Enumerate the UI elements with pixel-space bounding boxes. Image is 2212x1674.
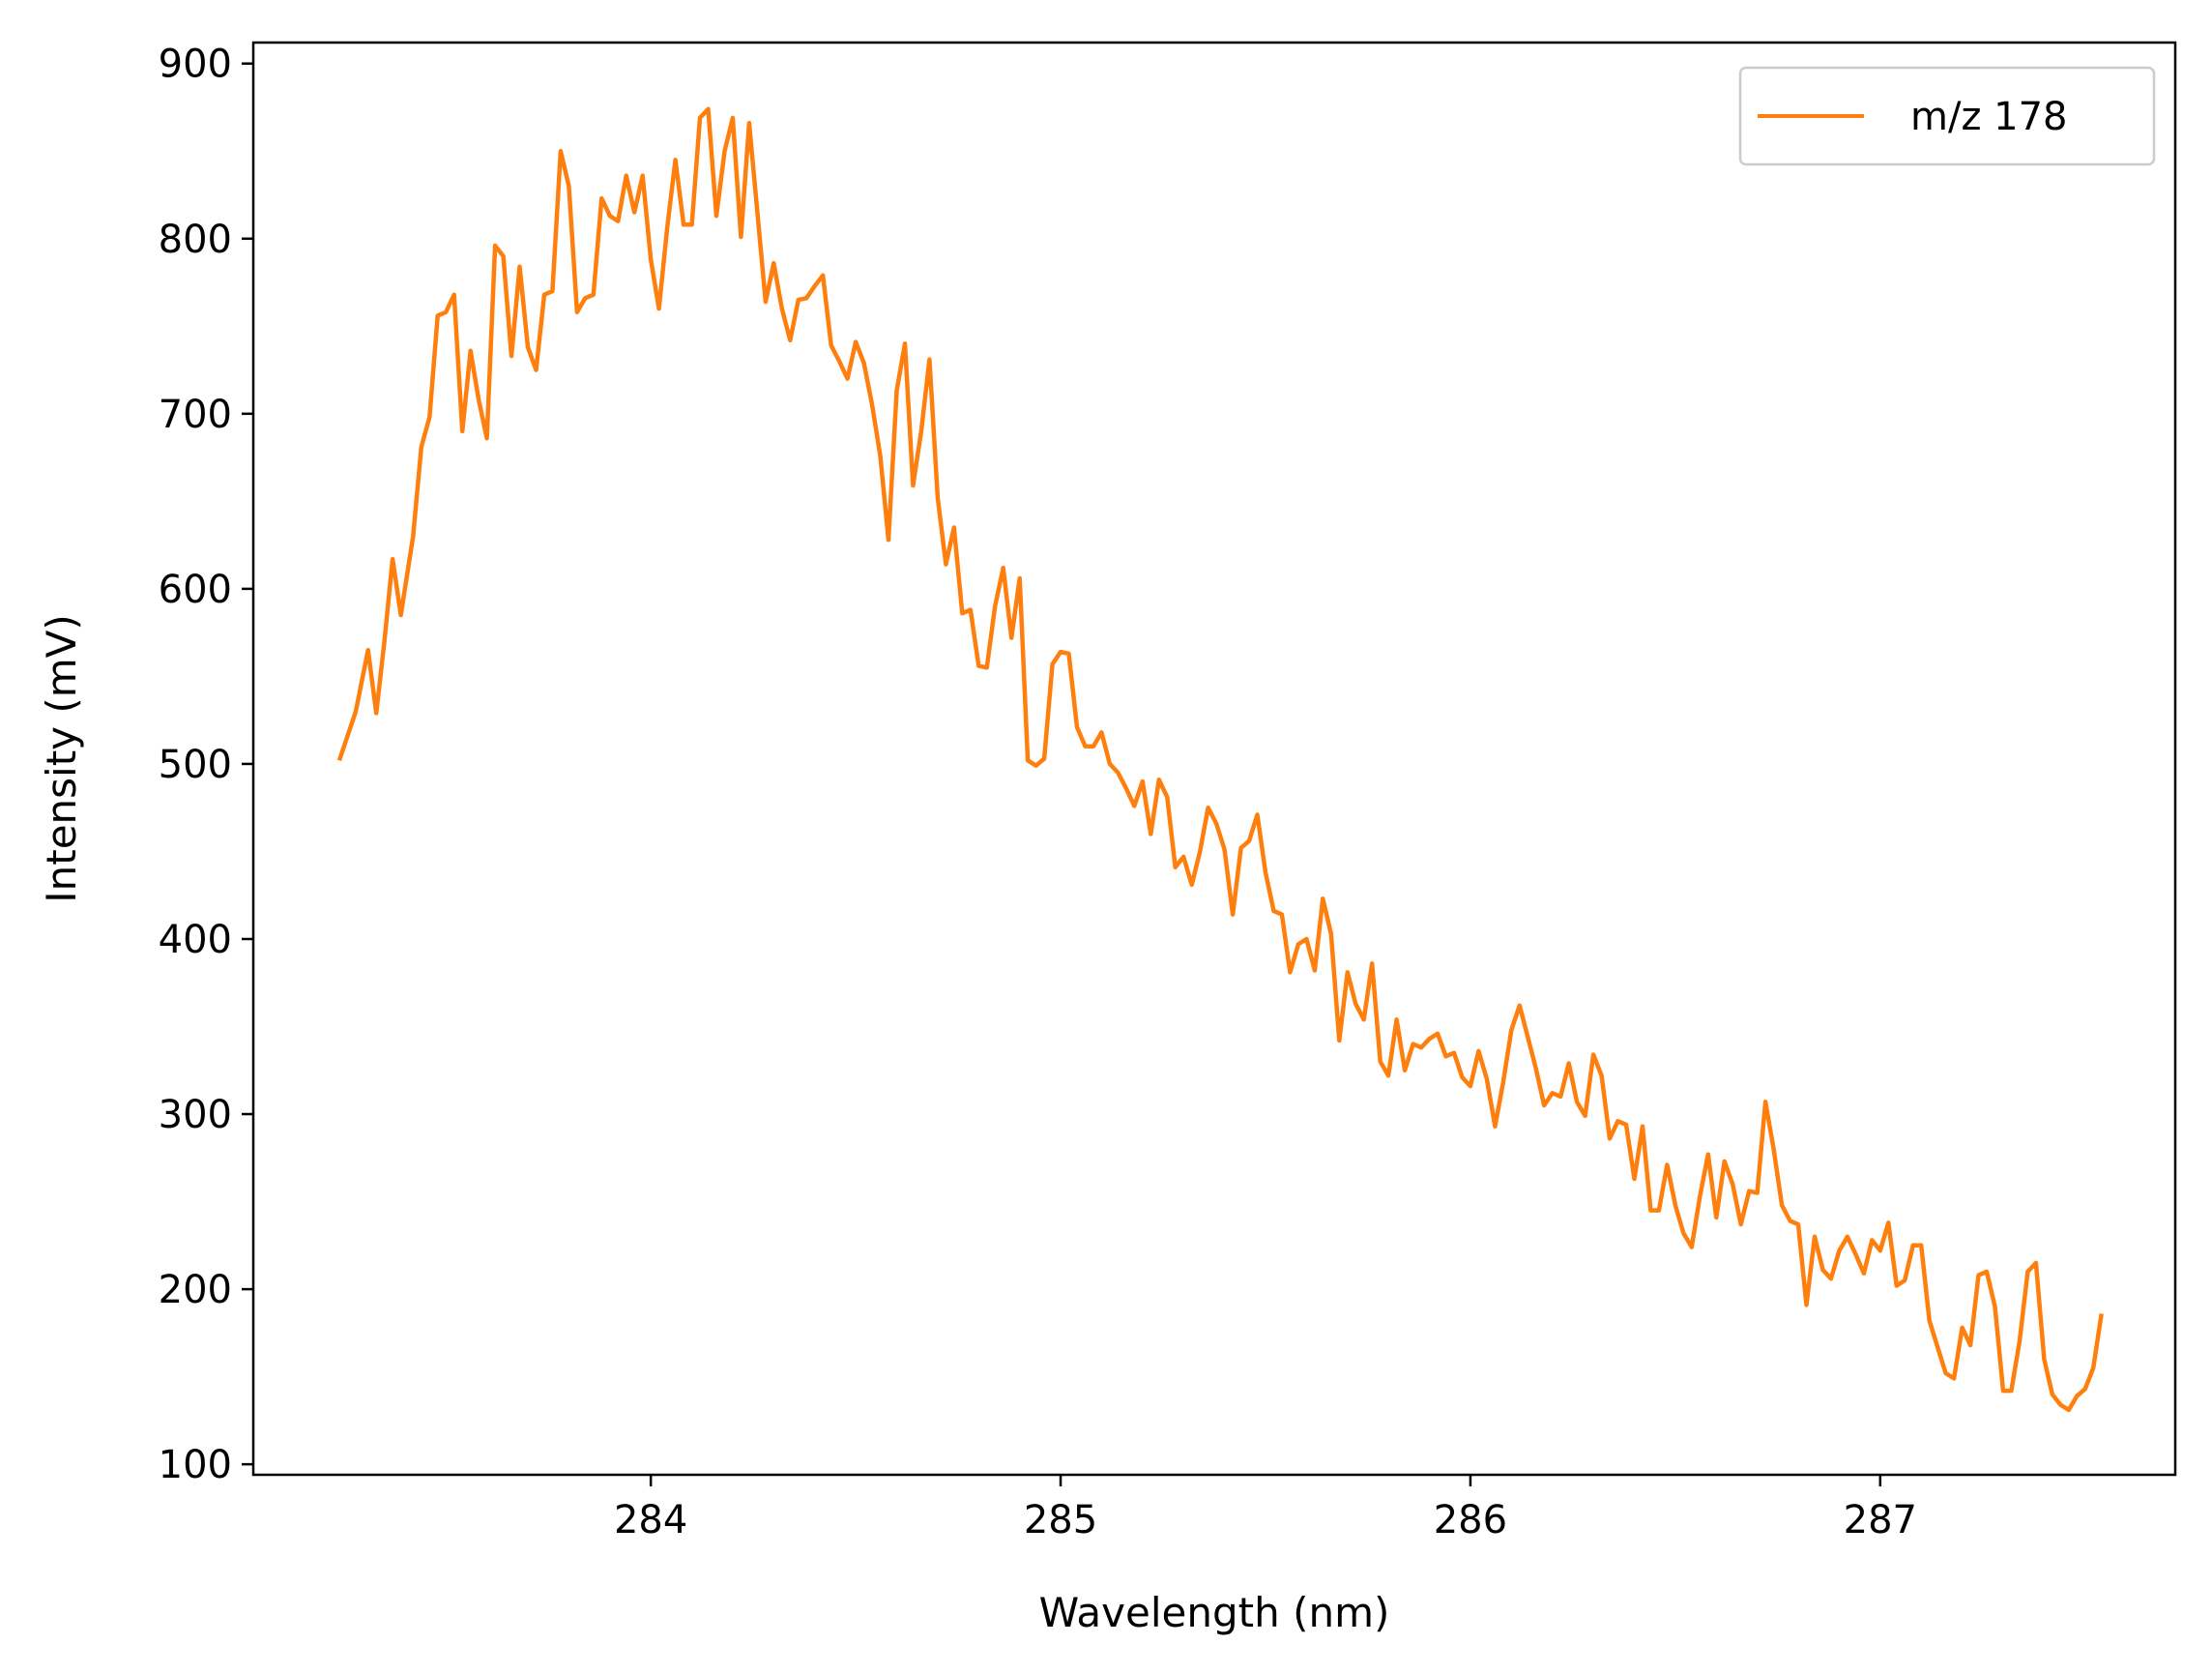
series-line-0 (336, 106, 2104, 1413)
legend-box (1738, 66, 2156, 166)
y-tick-label: 700 (159, 393, 232, 437)
x-tick-label: 287 (1844, 1498, 1917, 1542)
y-tick-label: 600 (159, 568, 232, 612)
y-axis-label: Intensity (mV) (38, 614, 85, 903)
x-tick-label: 286 (1434, 1498, 1507, 1542)
y-tick-label: 100 (159, 1443, 232, 1487)
y-tick-label: 900 (159, 43, 232, 87)
x-axis-label: Wavelength (nm) (1039, 1589, 1390, 1636)
y-tick-label: 300 (159, 1093, 232, 1137)
y-tick-label: 500 (159, 743, 232, 787)
legend: m/z 178 (1738, 66, 2156, 166)
y-tick-label: 800 (159, 218, 232, 262)
x-tick-label: 284 (614, 1498, 687, 1542)
plot-frame (251, 41, 2177, 1477)
y-axis-ticks: 100 200 300 400 500 600 700 800 900 (159, 43, 253, 1487)
legend-entry-label: m/z 178 (1910, 95, 2068, 139)
x-axis-ticks: 284 285 286 287 (614, 1475, 1917, 1542)
y-tick-label: 400 (159, 918, 232, 962)
y-tick-label: 200 (159, 1268, 232, 1312)
plot-lines (336, 106, 2104, 1413)
x-tick-label: 285 (1024, 1498, 1097, 1542)
